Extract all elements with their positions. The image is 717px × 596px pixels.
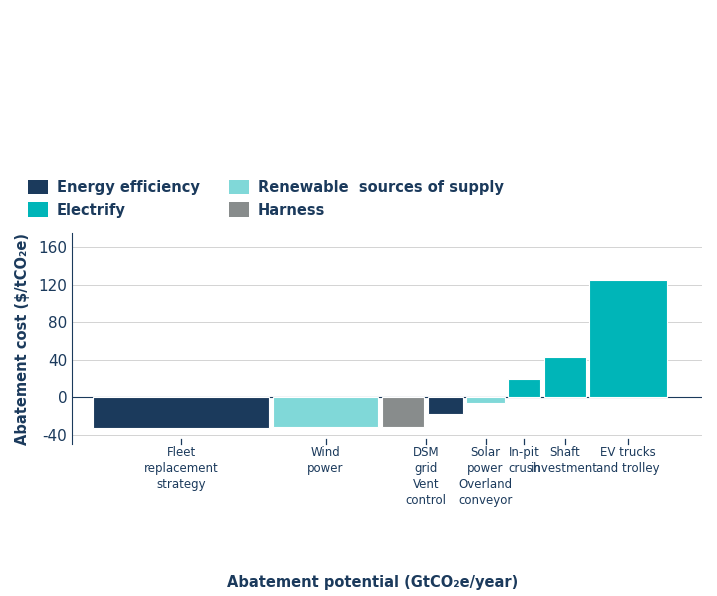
Text: EV trucks
and trolley: EV trucks and trolley — [597, 446, 660, 475]
Bar — [543, 357, 586, 398]
Bar — [508, 378, 540, 398]
Bar — [93, 398, 269, 429]
Text: Abatement potential (GtCO₂e/year): Abatement potential (GtCO₂e/year) — [227, 575, 518, 590]
Text: In-pit
crush: In-pit crush — [508, 446, 541, 475]
Text: Wind
power: Wind power — [308, 446, 343, 475]
Text: Shaft
investment: Shaft investment — [531, 446, 598, 475]
Bar — [272, 398, 379, 427]
Bar — [382, 398, 424, 427]
Bar — [427, 398, 462, 414]
Text: DSM
grid
Vent
control: DSM grid Vent control — [405, 446, 446, 507]
Text: Fleet
replacement
strategy: Fleet replacement strategy — [144, 446, 219, 491]
Legend: Energy efficiency, Electrify, Renewable  sources of supply, Harness: Energy efficiency, Electrify, Renewable … — [22, 173, 510, 224]
Bar — [466, 398, 505, 403]
Text: Solar
power
Overland
conveyor: Solar power Overland conveyor — [458, 446, 513, 507]
Y-axis label: Abatement cost ($/tCO₂e): Abatement cost ($/tCO₂e) — [15, 232, 30, 445]
Bar — [589, 280, 667, 398]
